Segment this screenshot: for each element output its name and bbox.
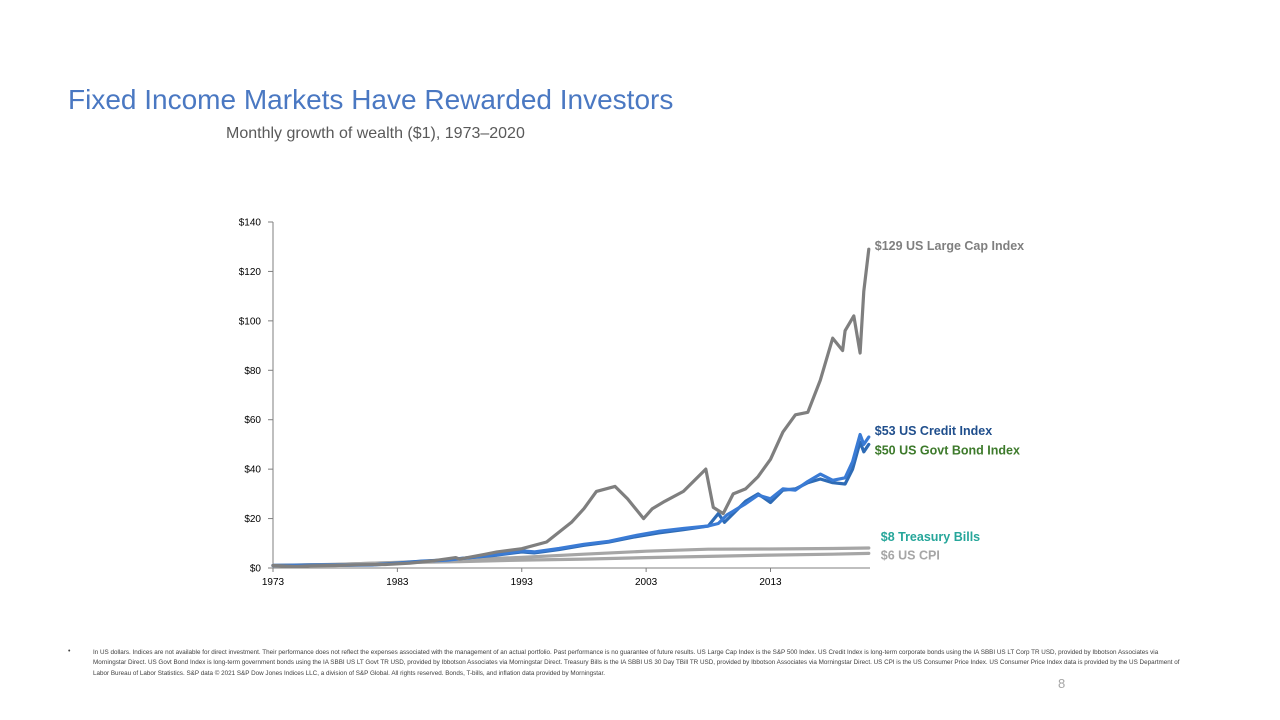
- series-label-cpi: $6 US CPI: [881, 548, 940, 562]
- footnote-bullet: •: [68, 648, 71, 655]
- x-tick-label: 1973: [262, 577, 285, 588]
- y-tick-label: $40: [244, 465, 261, 476]
- y-tick-label: $100: [239, 316, 262, 327]
- footnote-disclosure: In US dollars. Indices are not available…: [93, 649, 1180, 677]
- y-tick-label: $20: [244, 514, 261, 525]
- series-line-tbills: [271, 546, 871, 568]
- series-line-credit: [271, 432, 871, 568]
- series-label-tbills: $8 Treasury Bills: [881, 530, 980, 544]
- slide-subtitle: Monthly growth of wealth ($1), 1973–2020: [226, 125, 525, 142]
- page-number: 8: [1058, 676, 1066, 691]
- series-label-large_cap: $129 US Large Cap Index: [875, 239, 1024, 253]
- y-tick-label: $80: [244, 366, 261, 377]
- y-tick-label: $60: [244, 415, 261, 426]
- y-tick-label: $140: [239, 218, 262, 229]
- chart-series: [271, 247, 871, 569]
- chart-end-labels: $6 US CPI $8 Treasury Bills $50 US Govt Bo…: [875, 239, 1024, 562]
- x-tick-label: 2003: [635, 577, 658, 588]
- series-line-large_cap: [271, 247, 871, 569]
- y-tick-label: $120: [239, 267, 262, 278]
- x-tick-label: 2013: [759, 577, 782, 588]
- chart-axes: $0 $20 $40 $60 $80 $100 $120 $140 1973 1983 1993 20…: [239, 218, 870, 588]
- x-tick-label: 1993: [511, 577, 534, 588]
- series-label-govt: $50 US Govt Bond Index: [875, 443, 1020, 457]
- y-tick-label: $0: [250, 564, 262, 575]
- x-tick-label: 1983: [386, 577, 409, 588]
- slide-title: Fixed Income Markets Have Rewarded Inves…: [68, 84, 674, 115]
- series-label-credit: $53 US Credit Index: [875, 424, 992, 438]
